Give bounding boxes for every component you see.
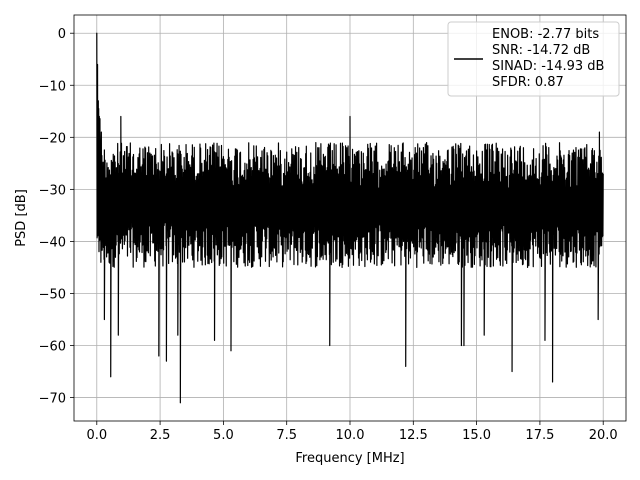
y-tick-label: −50	[39, 287, 66, 302]
x-tick-label: 10.0	[336, 428, 365, 443]
x-tick-label: 2.5	[150, 428, 171, 443]
x-tick-label: 0.0	[86, 428, 107, 443]
x-axis-label: Frequency [MHz]	[295, 451, 404, 466]
legend-sinad: SINAD: -14.93 dB	[492, 59, 604, 74]
x-tick-label: 20.0	[589, 428, 618, 443]
psd-series-line	[96, 32, 604, 404]
legend: ENOB: -2.77 bits SNR: -14.72 dB SINAD: -…	[447, 21, 620, 97]
y-tick-label: −20	[39, 131, 66, 146]
legend-box	[447, 21, 620, 97]
y-tick-label: −70	[39, 392, 66, 407]
x-tick-label: 7.5	[276, 428, 297, 443]
legend-enob: ENOB: -2.77 bits	[492, 27, 599, 42]
y-tick-label: −60	[39, 340, 66, 355]
x-tick-label: 17.5	[525, 428, 554, 443]
y-tick-label: −30	[39, 183, 66, 198]
x-axis: 0.0 2.5 5.0 7.5 10.0 12.5 15.0 17.5 20.0	[86, 421, 618, 443]
y-axis: 0 −10 −20 −30 −40 −50 −60 −70	[39, 27, 74, 407]
y-tick-label: 0	[58, 27, 66, 42]
plot-area	[96, 32, 604, 404]
x-tick-label: 15.0	[462, 428, 491, 443]
y-tick-label: −40	[39, 235, 66, 250]
y-axis-label: PSD [dB]	[14, 189, 29, 247]
legend-sfdr: SFDR: 0.87	[492, 75, 564, 90]
legend-snr: SNR: -14.72 dB	[492, 43, 590, 58]
x-tick-label: 5.0	[213, 428, 234, 443]
x-tick-label: 12.5	[399, 428, 428, 443]
y-tick-label: −10	[39, 79, 66, 94]
